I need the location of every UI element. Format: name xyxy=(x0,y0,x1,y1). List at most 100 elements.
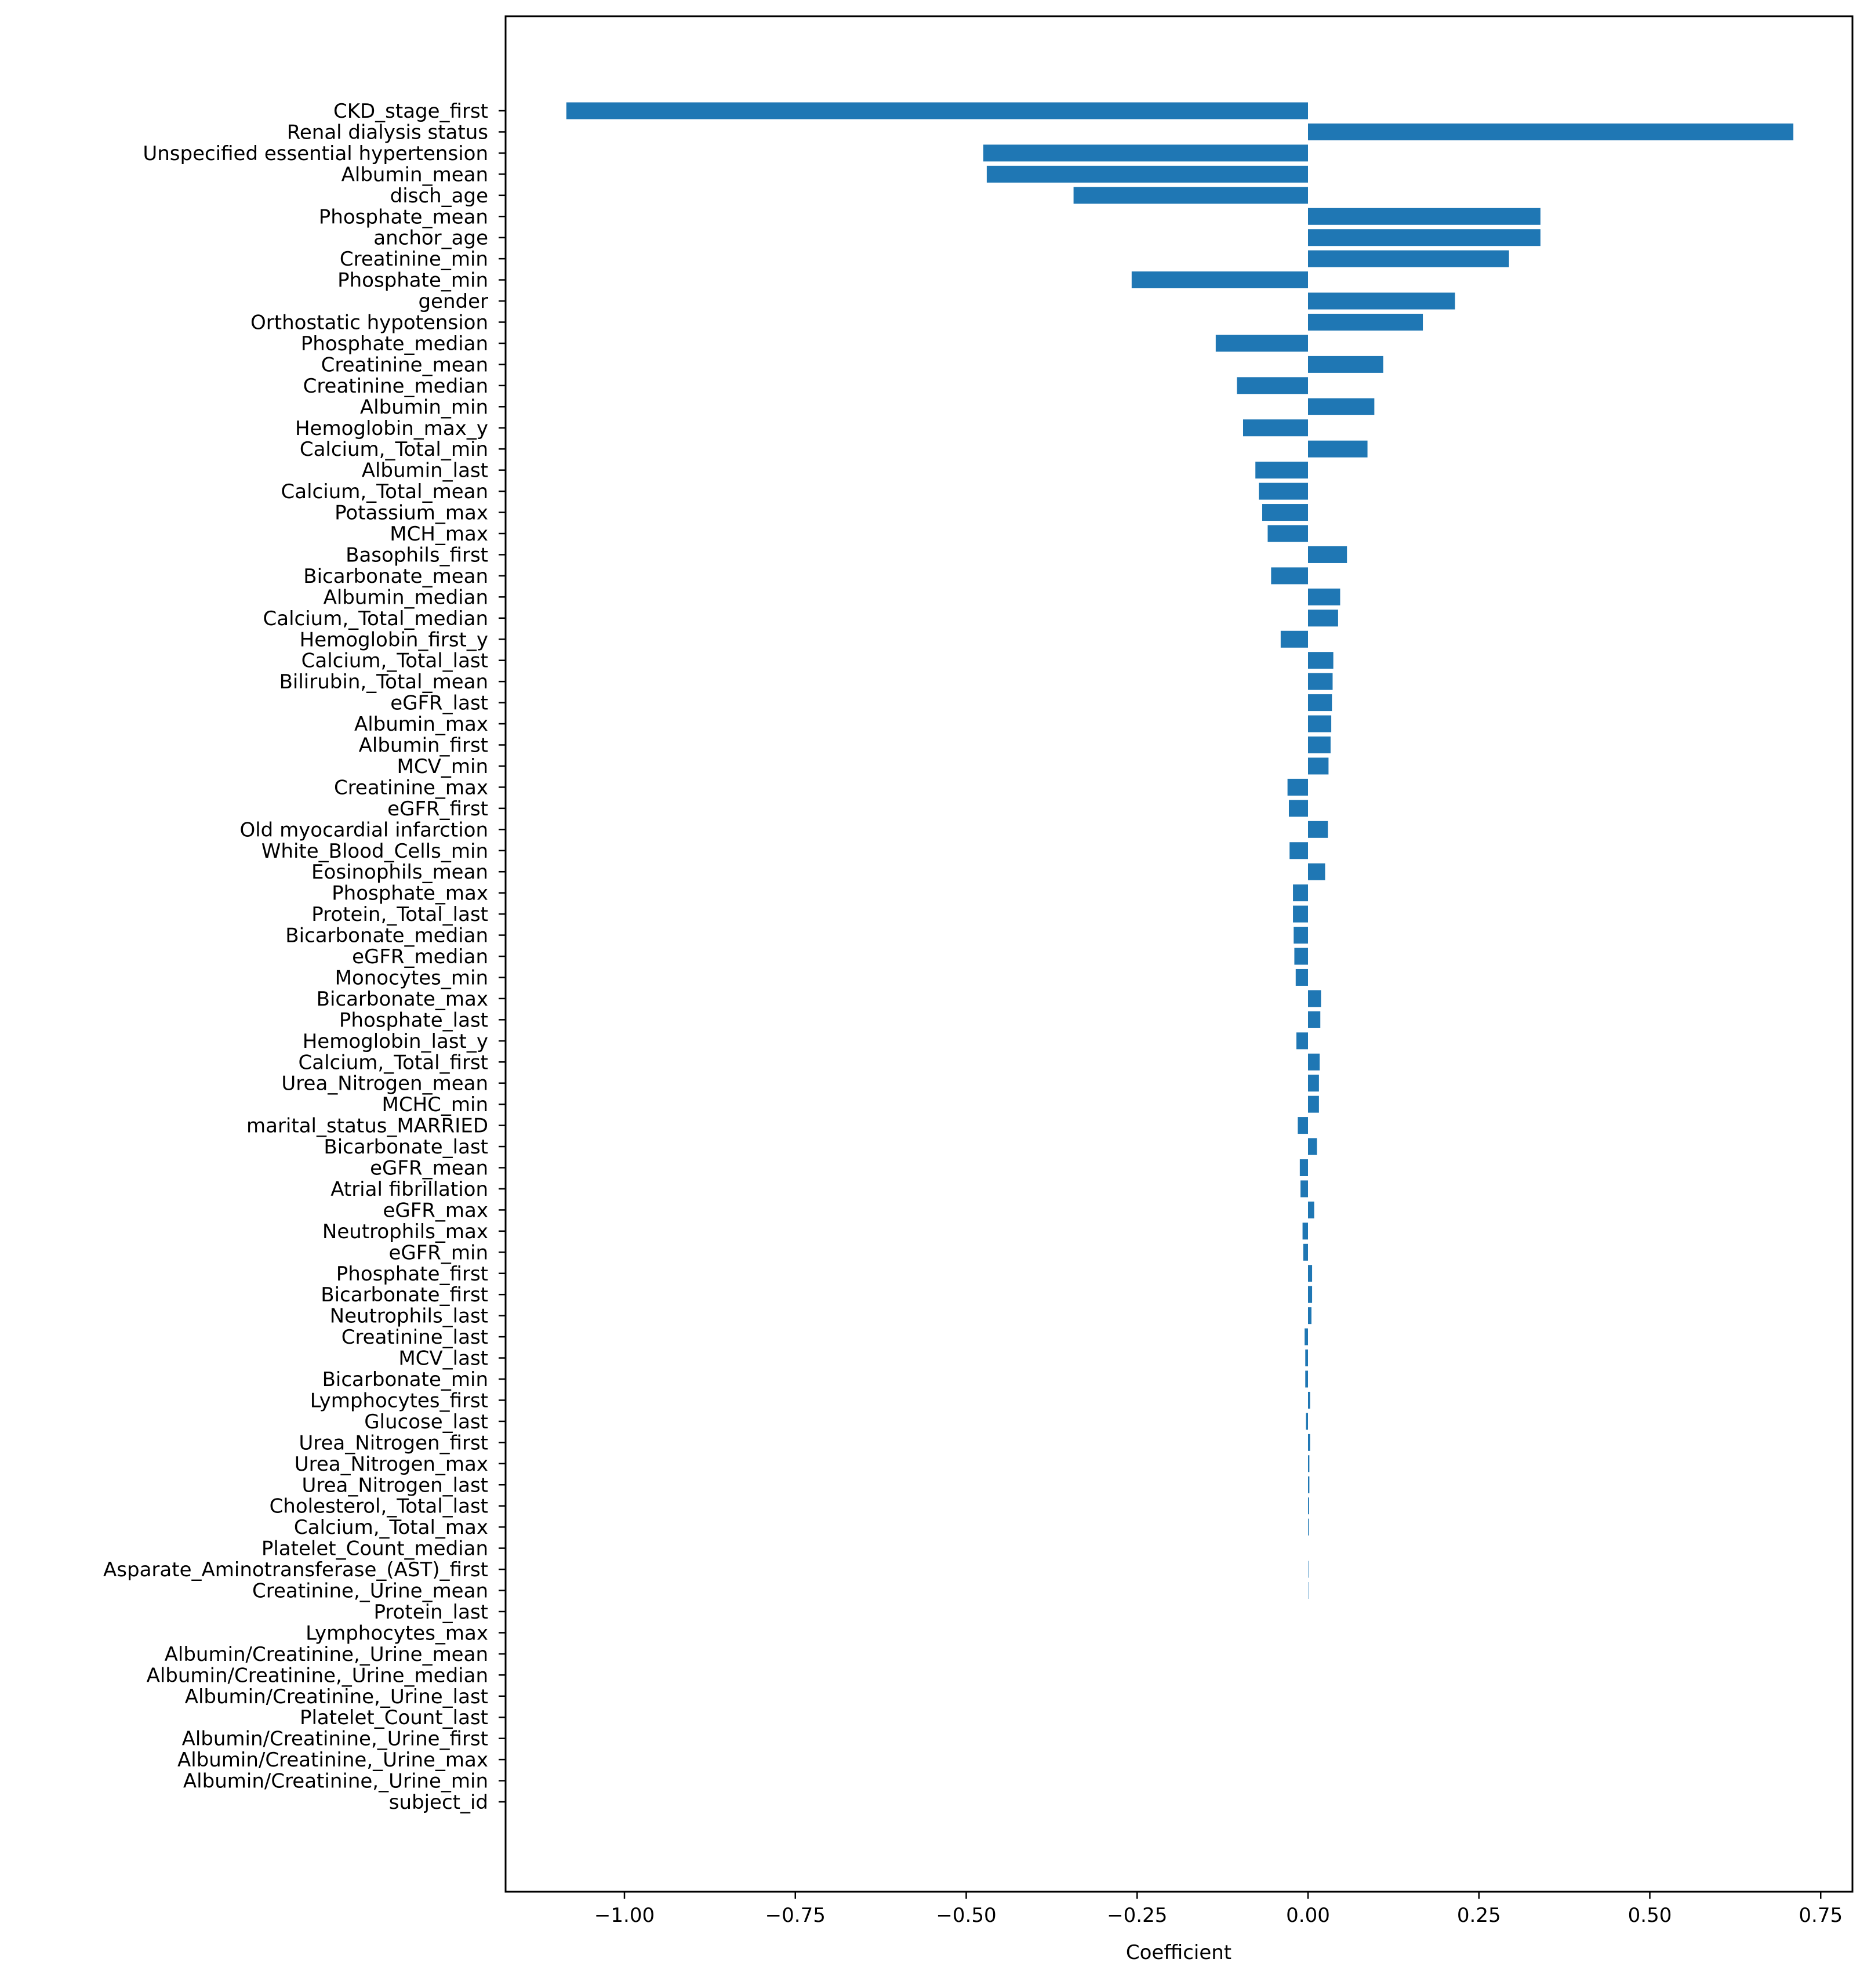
y-tick-label: MCV_min xyxy=(397,755,488,778)
bar xyxy=(1296,969,1308,986)
bar xyxy=(1308,694,1332,711)
bar xyxy=(1308,1138,1317,1155)
bar xyxy=(1300,1180,1308,1197)
y-tick-label: anchor_age xyxy=(373,227,488,250)
x-tick-label: −0.75 xyxy=(765,1904,826,1927)
bar xyxy=(1281,631,1308,648)
y-tick-label: Lymphocytes_max xyxy=(306,1621,488,1645)
bar xyxy=(1300,1159,1308,1176)
bar xyxy=(1294,927,1308,944)
bar xyxy=(1303,1244,1308,1261)
y-tick-label: Lymphocytes_first xyxy=(310,1389,488,1412)
y-tick-label: Unspecified essential hypertension xyxy=(143,142,488,165)
y-tick-label: eGFR_first xyxy=(387,797,488,821)
bar xyxy=(1296,1032,1308,1049)
bar xyxy=(1308,208,1541,225)
y-tick-label: Albumin/Creatinine,_Urine_max xyxy=(177,1748,488,1772)
bar xyxy=(1308,1011,1320,1028)
bar xyxy=(1305,1349,1308,1366)
bar xyxy=(1259,483,1308,500)
bar xyxy=(1308,356,1383,373)
y-tick-label: Glucose_last xyxy=(364,1410,488,1434)
bar xyxy=(1308,673,1332,690)
bar xyxy=(1293,906,1308,923)
y-tick-label: Protein,_Total_last xyxy=(311,903,488,926)
bar xyxy=(983,144,1308,161)
y-tick-label: Basophils_first xyxy=(346,543,488,567)
y-tick-label: Phosphate_max xyxy=(332,882,488,905)
bar xyxy=(1243,419,1308,436)
y-tick-label: Bilirubin,_Total_mean xyxy=(279,670,488,694)
y-tick-label: eGFR_min xyxy=(388,1241,488,1264)
y-tick-label: Old myocardial infarction xyxy=(239,818,488,841)
y-tick-label: Albumin/Creatinine,_Urine_min xyxy=(183,1770,488,1793)
bar xyxy=(1132,271,1308,288)
y-tick-label: eGFR_last xyxy=(390,692,488,715)
y-tick-label: Urea_Nitrogen_first xyxy=(299,1431,488,1454)
y-tick-label: Bicarbonate_last xyxy=(324,1136,488,1159)
bar xyxy=(1305,1329,1308,1345)
y-tick-label: Albumin_last xyxy=(362,459,488,483)
bar xyxy=(1308,1307,1311,1324)
bar xyxy=(1308,1286,1312,1303)
bar xyxy=(1308,546,1347,563)
bar xyxy=(1308,1054,1320,1071)
bar xyxy=(1308,821,1328,838)
bar xyxy=(1237,377,1308,394)
y-tick-label: Albumin_median xyxy=(324,586,488,609)
bar xyxy=(1308,1202,1314,1218)
y-tick-label: Orthostatic hypotension xyxy=(250,311,488,335)
bar xyxy=(1289,842,1308,859)
y-tick-label: CKD_stage_first xyxy=(333,100,488,123)
bar xyxy=(1074,187,1308,204)
bar xyxy=(1308,229,1541,246)
y-tick-label: Creatinine,_Urine_mean xyxy=(252,1580,488,1603)
bar xyxy=(1262,504,1308,521)
y-tick-label: Bicarbonate_mean xyxy=(303,565,488,588)
bar xyxy=(1271,567,1308,584)
y-tick-label: Creatinine_min xyxy=(340,248,488,271)
y-tick-label: Albumin_mean xyxy=(341,163,488,186)
x-tick-label: 0.25 xyxy=(1457,1904,1501,1927)
y-tick-label: Phosphate_median xyxy=(301,332,488,355)
bar xyxy=(1306,1413,1308,1430)
bar xyxy=(1308,1477,1309,1493)
y-tick-label: Atrial fibrillation xyxy=(330,1178,488,1201)
bar xyxy=(1255,462,1308,478)
y-tick-label: eGFR_median xyxy=(352,945,488,968)
y-tick-label: marital_status_MARRIED xyxy=(246,1115,488,1138)
y-tick-label: Bicarbonate_max xyxy=(317,988,488,1011)
y-tick-label: Albumin_first xyxy=(359,734,488,757)
y-tick-label: Urea_Nitrogen_last xyxy=(302,1474,489,1497)
y-tick-label: Albumin_min xyxy=(360,396,488,419)
bar xyxy=(1308,652,1334,669)
y-tick-label: gender xyxy=(418,290,488,313)
bar xyxy=(1308,314,1423,331)
y-tick-label: Neutrophils_last xyxy=(330,1305,488,1328)
y-tick-label: Neutrophils_max xyxy=(322,1220,488,1243)
bar xyxy=(1293,884,1308,901)
y-tick-label: Eosinophils_mean xyxy=(311,861,488,884)
bar xyxy=(1305,1371,1308,1388)
bar xyxy=(1308,990,1321,1007)
y-tick-label: Creatinine_max xyxy=(334,776,488,799)
bar xyxy=(1308,1096,1319,1113)
bar xyxy=(1308,398,1374,415)
y-tick-label: Phosphate_last xyxy=(339,1008,488,1032)
bar xyxy=(1308,1519,1309,1536)
x-tick-label: −0.50 xyxy=(936,1904,996,1927)
bar xyxy=(1289,800,1308,817)
y-tick-label: Creatinine_mean xyxy=(321,353,488,376)
y-tick-label: Albumin/Creatinine,_Urine_last xyxy=(185,1685,488,1708)
y-tick-label: Hemoglobin_max_y xyxy=(295,417,488,440)
y-tick-label: Hemoglobin_first_y xyxy=(300,628,488,651)
bar xyxy=(1288,779,1308,796)
y-tick-label: Platelet_Count_last xyxy=(300,1706,488,1729)
bar xyxy=(1308,737,1331,753)
y-tick-label: Cholesterol,_Total_last xyxy=(270,1495,488,1518)
y-tick-label: Urea_Nitrogen_mean xyxy=(281,1072,488,1095)
bar xyxy=(1308,1561,1309,1578)
bar xyxy=(1308,1455,1309,1472)
y-tick-label: Calcium,_Total_mean xyxy=(281,480,488,503)
